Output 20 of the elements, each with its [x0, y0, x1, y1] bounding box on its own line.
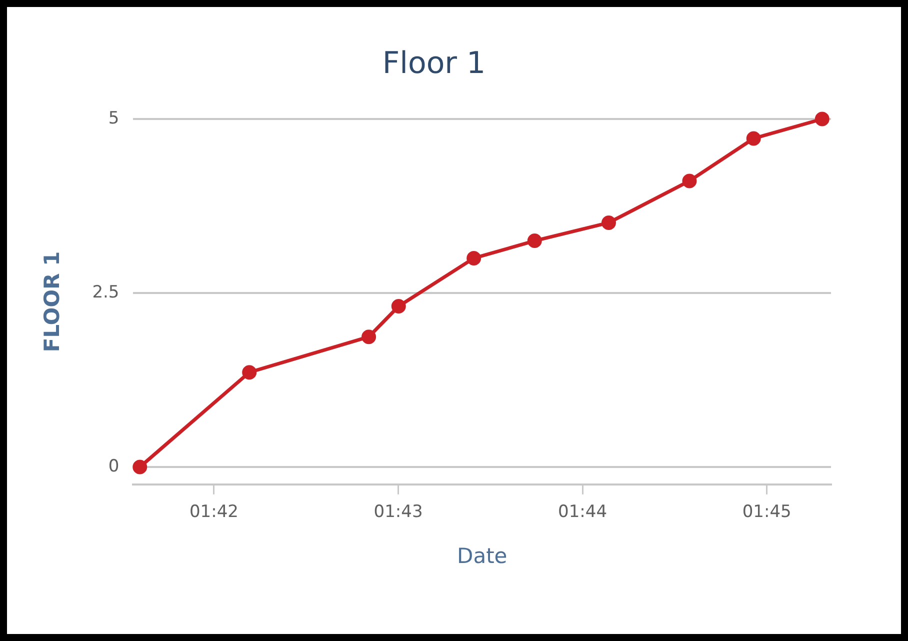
point	[601, 215, 616, 230]
x-tick-label: 01:45	[742, 502, 792, 522]
x-tick-label: 01:44	[558, 502, 608, 522]
y-tick-label: 5	[108, 108, 120, 128]
y-tick-label: 2.5	[92, 282, 120, 302]
x-axis-title: Date	[457, 544, 508, 568]
y-axis-title: FLOOR 1	[40, 251, 64, 352]
x-tick-label: 01:42	[189, 502, 238, 522]
point	[362, 330, 376, 344]
point	[132, 460, 148, 474]
chart-title: Floor 1	[382, 46, 486, 81]
point	[682, 174, 697, 188]
point	[746, 131, 761, 146]
x-tick-label: 01:43	[374, 502, 423, 522]
y-tick-label: 0	[108, 456, 120, 476]
point	[242, 365, 257, 380]
point	[466, 250, 482, 266]
point	[814, 112, 830, 126]
point	[391, 298, 406, 314]
point	[527, 234, 542, 248]
